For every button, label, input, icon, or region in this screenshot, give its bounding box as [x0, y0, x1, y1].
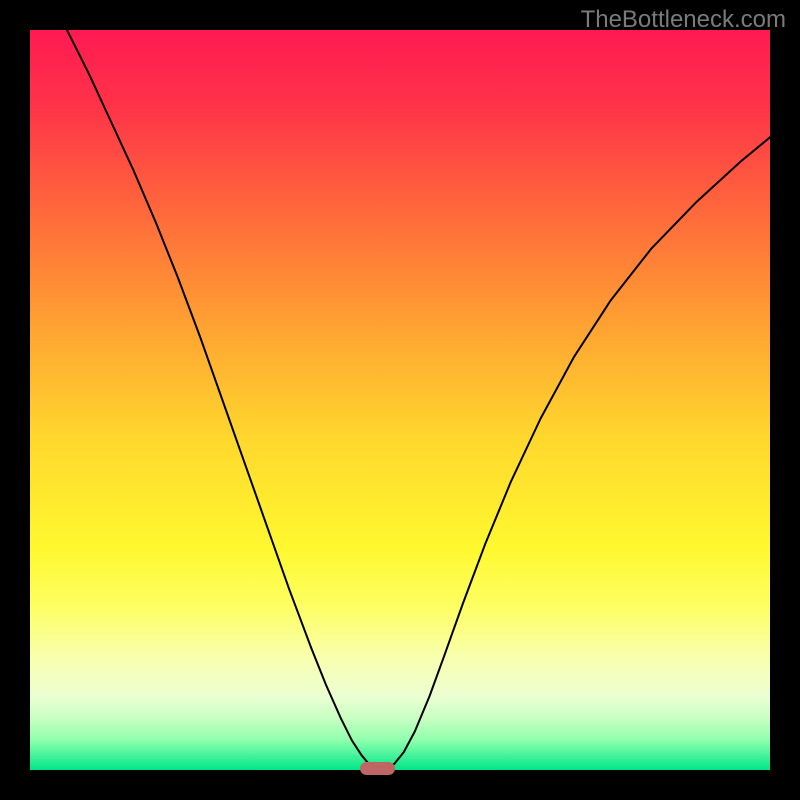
plot-area [30, 30, 770, 770]
bottleneck-curve [30, 30, 770, 770]
chart-frame: TheBottleneck.com [0, 0, 800, 800]
minimum-marker [360, 762, 395, 775]
